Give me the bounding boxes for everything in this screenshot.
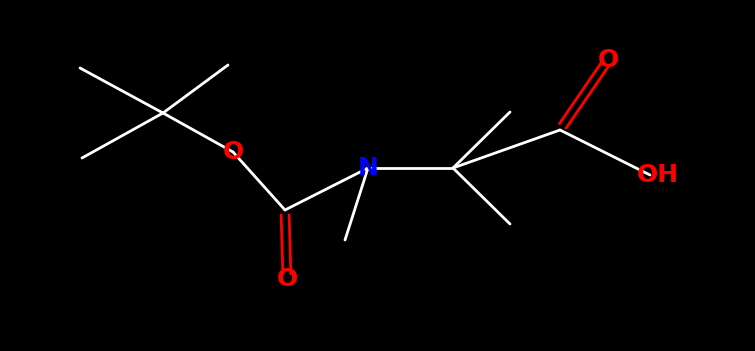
Text: N: N [358, 156, 378, 180]
Text: O: O [597, 48, 618, 72]
Text: O: O [223, 140, 244, 164]
Text: OH: OH [637, 163, 679, 187]
Text: O: O [276, 267, 297, 291]
